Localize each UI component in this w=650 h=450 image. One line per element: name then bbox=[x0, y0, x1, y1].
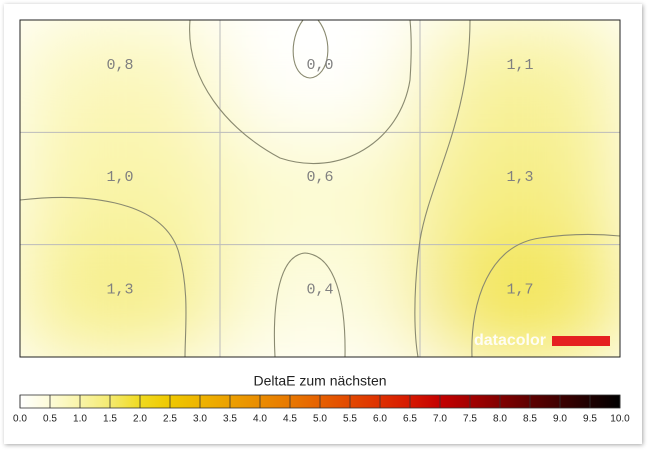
heat-cell bbox=[20, 244, 221, 357]
chart-title: DeltaE zum nächsten bbox=[253, 373, 386, 389]
heat-cell bbox=[20, 132, 221, 246]
heat-cell bbox=[420, 132, 620, 246]
plot-frame bbox=[19, 19, 621, 358]
heat-cell bbox=[220, 244, 421, 357]
cell-label: 0,6 bbox=[306, 169, 333, 186]
colorbar-tick-label: 0.0 bbox=[13, 414, 27, 425]
heat-cell bbox=[420, 20, 620, 133]
colorbar-tick-label: 6.5 bbox=[403, 414, 417, 425]
cell-label: 1,7 bbox=[506, 282, 533, 299]
colorbar-tick-label: 3.0 bbox=[193, 414, 207, 425]
heat-cell bbox=[220, 132, 421, 246]
colorbar-tick-label: 7.5 bbox=[463, 414, 477, 425]
colorbar-tick-label: 1.0 bbox=[73, 414, 87, 425]
colorbar-tick-label: 0.5 bbox=[43, 414, 57, 425]
colorbar-tick-label: 8.0 bbox=[493, 414, 507, 425]
colorbar-tick-label: 2.5 bbox=[163, 414, 177, 425]
colorbar-tick-label: 5.5 bbox=[343, 414, 357, 425]
colorbar-tick-label: 1.5 bbox=[103, 414, 117, 425]
heat-cell bbox=[220, 20, 421, 133]
colorbar-tick-label: 8.5 bbox=[523, 414, 537, 425]
colorbar-tick-label: 9.5 bbox=[583, 414, 597, 425]
cell-label: 1,1 bbox=[506, 57, 533, 74]
colorbar-tick-label: 3.5 bbox=[223, 414, 237, 425]
colorbar-tick-label: 9.0 bbox=[553, 414, 567, 425]
colorbar-tick-label: 7.0 bbox=[433, 414, 447, 425]
heat-cell bbox=[20, 20, 221, 133]
colorbar-tick-label: 6.0 bbox=[373, 414, 387, 425]
watermark-bar bbox=[552, 336, 610, 346]
colorbar-tick-label: 2.0 bbox=[133, 414, 147, 425]
cell-label: 0,4 bbox=[306, 282, 333, 299]
colorbar-tick-label: 5.0 bbox=[313, 414, 327, 425]
colorbar-tick-label: 4.0 bbox=[253, 414, 267, 425]
cell-label: 0,8 bbox=[106, 57, 133, 74]
colorbar-tick-label: 10.0 bbox=[610, 414, 630, 425]
cell-label: 1,3 bbox=[506, 169, 533, 186]
cell-label: 0,0 bbox=[306, 57, 333, 74]
contours bbox=[19, 19, 621, 358]
watermark: datacolor bbox=[474, 332, 546, 349]
colorbar-tick-label: 4.5 bbox=[283, 414, 297, 425]
cell-label: 1,0 bbox=[106, 169, 133, 186]
cell-label: 1,3 bbox=[106, 282, 133, 299]
